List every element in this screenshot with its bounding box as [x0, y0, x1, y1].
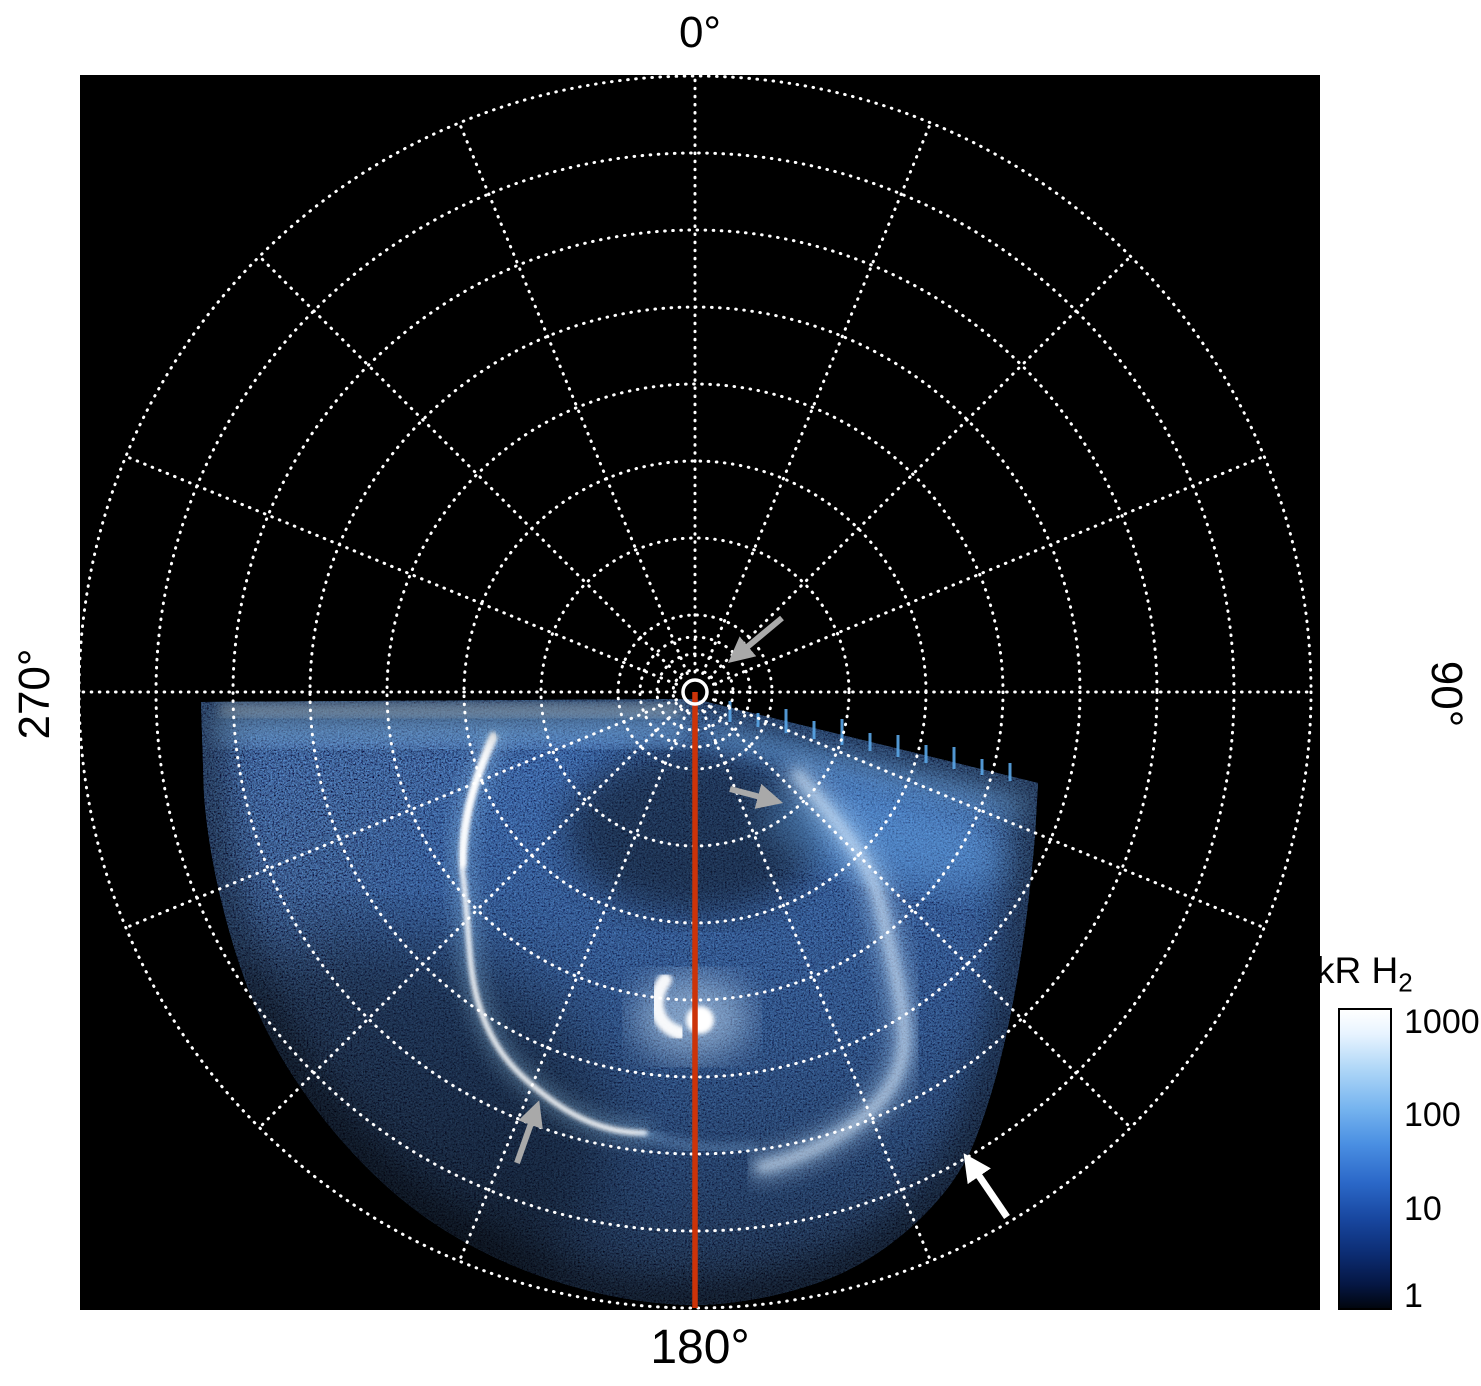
gray-arrow-center — [728, 615, 784, 663]
colorbar-tick-1000: 1000 — [1404, 1003, 1480, 1041]
annotation-arrows — [514, 615, 1010, 1219]
gray-arrow-inner-emission — [729, 783, 784, 809]
gray-arrow-outer-arc — [514, 1100, 543, 1165]
angle-label-270: 270° — [10, 648, 59, 740]
colorbar-title-text: kR H — [1316, 950, 1399, 991]
colorbar-tick-10: 10 — [1404, 1190, 1442, 1228]
colorbar-title: kR H2 — [1316, 950, 1413, 998]
colorbar — [1338, 1008, 1392, 1310]
polar-plot-area — [80, 75, 1320, 1310]
colorbar-tick-1: 1 — [1404, 1277, 1423, 1315]
angle-label-180: 180° — [650, 1321, 750, 1374]
polar-grid — [80, 75, 1313, 1310]
colorbar-tick-100: 100 — [1404, 1096, 1461, 1134]
angle-label-0: 0° — [678, 8, 722, 57]
center-marker — [681, 678, 709, 706]
angle-label-90: 90° — [1422, 660, 1471, 728]
colorbar-title-subscript: 2 — [1398, 967, 1413, 998]
white-arrow-boundary — [963, 1153, 1010, 1219]
aurora-emission-region — [201, 699, 1038, 1305]
data-fringe-spikes — [728, 701, 1012, 781]
